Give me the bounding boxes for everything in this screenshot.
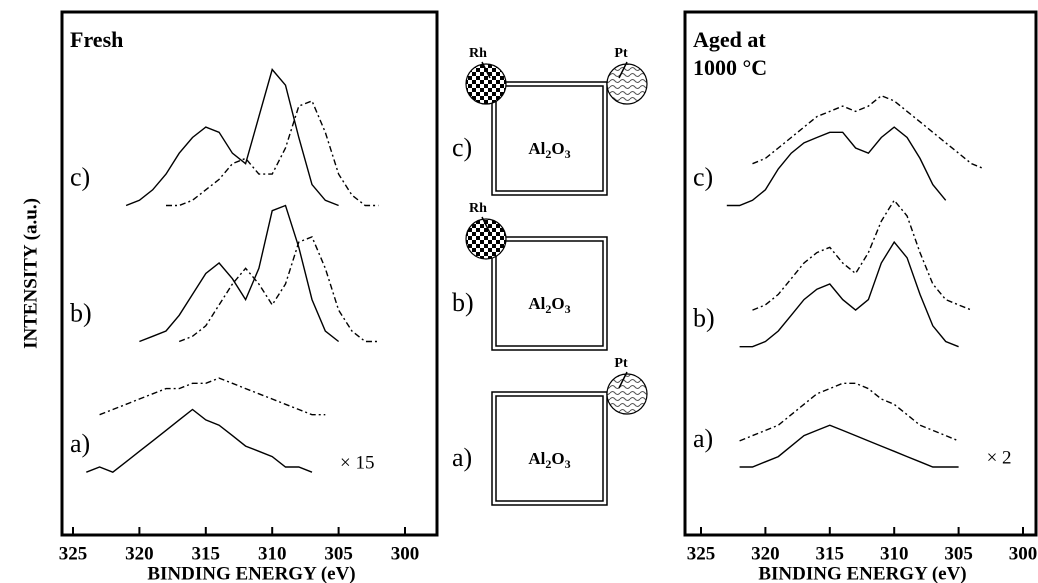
schematic-label: c) — [452, 133, 472, 162]
metal-particle — [465, 218, 507, 260]
support-outer — [491, 236, 608, 351]
x-tick-label: 315 — [816, 543, 845, 564]
x-tick-label: 325 — [687, 543, 716, 564]
spectrum-line — [86, 408, 313, 473]
metal-label: Pt — [614, 356, 628, 371]
x-tick-label: 300 — [1009, 543, 1038, 564]
panel-frame — [60, 10, 439, 537]
support-outer — [491, 81, 608, 196]
curve-label: a) — [693, 424, 713, 453]
metal-pointer — [481, 216, 491, 234]
curve-label: a) — [70, 429, 90, 458]
curve-label: b) — [693, 304, 715, 333]
schematic-label: a) — [452, 443, 472, 472]
x-axis-title: BINDING ENERGY (eV) — [147, 563, 355, 583]
support-label: Al2O3 — [528, 139, 570, 161]
metal-particle — [606, 373, 648, 415]
panel-title: Aged at — [693, 27, 766, 52]
support-outer — [491, 391, 608, 506]
spectrum-line — [726, 126, 947, 207]
spectrum-line — [752, 94, 985, 170]
metal-pointer — [481, 61, 491, 79]
scale-note: × 2 — [987, 447, 1012, 468]
y-axis-title: INTENSITY (a.u.) — [20, 198, 41, 349]
schematic-label: b) — [452, 288, 474, 317]
metal-pointer — [618, 371, 628, 389]
curve-label: c) — [70, 162, 90, 191]
x-tick-label: 305 — [324, 543, 353, 564]
support-label: Al2O3 — [528, 449, 570, 471]
spectrum-line — [739, 424, 959, 468]
spectrum-line — [752, 199, 972, 311]
metal-particle — [465, 63, 507, 105]
scale-note: × 15 — [340, 453, 374, 474]
metal-pointer — [618, 61, 628, 79]
x-axis-title: BINDING ENERGY (eV) — [758, 563, 966, 583]
x-tick-label: 310 — [880, 543, 909, 564]
curve-label: b) — [70, 298, 92, 327]
spectrum-line — [139, 204, 340, 343]
curve-label: c) — [693, 162, 713, 191]
metal-label: Rh — [469, 201, 487, 216]
x-tick-label: 320 — [125, 543, 154, 564]
spectrum-line — [739, 240, 959, 348]
support-inner — [495, 85, 604, 192]
panel-frame — [683, 10, 1038, 537]
x-tick-label: 315 — [192, 543, 221, 564]
spectrum-line — [178, 235, 379, 343]
x-tick-label: 300 — [391, 543, 420, 564]
spectrum-line — [739, 382, 959, 442]
metal-particle — [606, 63, 648, 105]
spectrum-line — [125, 68, 339, 207]
spectrum-line — [99, 377, 326, 416]
x-tick-label: 310 — [258, 543, 287, 564]
spectrum-line — [166, 99, 379, 207]
support-label: Al2O3 — [528, 294, 570, 316]
x-tick-label: 325 — [59, 543, 88, 564]
metal-label: Pt — [614, 46, 628, 61]
support-inner — [495, 240, 604, 347]
x-tick-label: 320 — [751, 543, 780, 564]
panel-title: 1000 °C — [693, 55, 767, 80]
x-tick-label: 305 — [944, 543, 973, 564]
metal-label: Rh — [469, 46, 487, 61]
panel-title: Fresh — [70, 27, 123, 52]
support-inner — [495, 395, 604, 502]
